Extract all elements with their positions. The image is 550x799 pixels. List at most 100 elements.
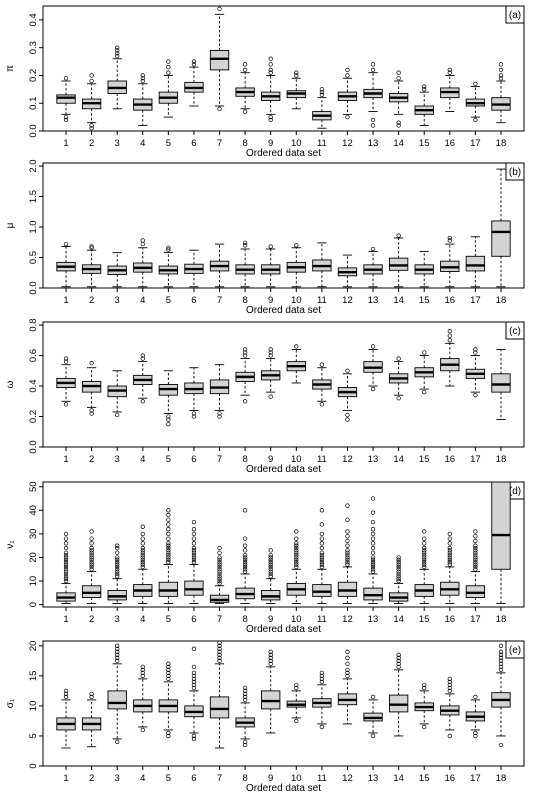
outlier-point <box>191 646 197 651</box>
outlier-point <box>140 531 145 537</box>
outlier-point <box>242 555 248 560</box>
outlier-point <box>370 386 376 392</box>
outlier-point <box>345 661 350 666</box>
outlier-point <box>498 652 504 657</box>
box-16 <box>440 67 460 113</box>
outlier-point <box>242 109 248 114</box>
y-axis-label: π <box>5 65 16 72</box>
x-tick-label: 12 <box>342 295 353 306</box>
y-tick-label: 2.0 <box>28 159 39 172</box>
x-tick-label: 3 <box>115 614 120 625</box>
outlier-point <box>396 76 401 81</box>
outlier-point <box>217 578 222 584</box>
outlier-point <box>319 564 325 570</box>
x-tick-label: 6 <box>191 614 196 625</box>
outlier-point <box>473 534 478 539</box>
box-9 <box>261 548 281 604</box>
y-tick-label: 0.0 <box>28 281 39 294</box>
x-tick-label: 10 <box>291 454 302 465</box>
outlier-point <box>140 399 145 404</box>
x-tick-label: 2 <box>89 454 94 465</box>
outlier-point <box>115 658 120 663</box>
outlier-point <box>191 679 197 685</box>
box-4 <box>133 664 153 733</box>
outlier-point <box>447 536 452 541</box>
y-tick-label: 20 <box>28 641 39 652</box>
outlier-point <box>115 652 120 657</box>
outlier-point <box>191 548 197 553</box>
outlier-point <box>166 417 171 422</box>
box-11 <box>312 508 332 604</box>
outlier-point <box>217 414 222 419</box>
outlier-point <box>294 562 299 567</box>
outlier-point <box>89 536 94 541</box>
outlier-point <box>396 564 401 570</box>
outlier-point <box>396 356 401 361</box>
x-tick-label: 14 <box>393 295 404 306</box>
outlier-point <box>63 562 69 567</box>
boxes <box>56 168 511 288</box>
box-2 <box>81 244 102 288</box>
outlier-point <box>345 550 350 555</box>
box-13 <box>363 62 383 128</box>
outlier-point <box>396 658 401 663</box>
outlier-point <box>166 421 171 427</box>
box-5 <box>158 59 179 118</box>
box-7 <box>209 6 230 111</box>
x-tick-label: 18 <box>496 138 507 149</box>
outlier-point <box>166 664 171 669</box>
outlier-point <box>370 694 376 700</box>
boxes <box>56 482 511 604</box>
box-10 <box>286 344 306 384</box>
outlier-point <box>166 676 171 682</box>
x-tick-label: 5 <box>166 295 171 306</box>
outlier-point <box>345 548 350 553</box>
x-tick-label: 3 <box>115 138 120 149</box>
plot-frame <box>42 162 525 289</box>
outlier-point <box>166 64 171 70</box>
outlier-point <box>294 344 299 349</box>
outlier-point <box>294 543 299 548</box>
outlier-point <box>242 688 248 694</box>
outlier-point <box>140 562 145 567</box>
y-tick-label: 0.8 <box>28 318 39 331</box>
outlier-point <box>140 727 145 733</box>
outlier-point <box>422 560 427 565</box>
outlier-point <box>63 117 69 123</box>
outlier-point <box>242 508 248 513</box>
y-tick-label: 0.4 <box>28 379 39 392</box>
outlier-point <box>447 338 452 343</box>
box-2 <box>81 529 102 604</box>
outlier-point <box>242 739 248 745</box>
outlier-point <box>396 562 401 567</box>
boxes <box>56 328 511 427</box>
box-17 <box>465 81 486 123</box>
outlier-point <box>63 560 69 565</box>
outlier-point <box>115 564 120 570</box>
outlier-point <box>242 350 248 355</box>
boxes <box>56 641 511 749</box>
outlier-point <box>345 368 350 373</box>
outlier-point <box>140 564 145 570</box>
outlier-point <box>370 536 376 541</box>
outlier-point <box>217 652 222 657</box>
x-tick-label: 10 <box>291 773 302 784</box>
outlier-point <box>191 733 197 739</box>
outlier-point <box>89 562 94 567</box>
outlier-point <box>191 664 197 669</box>
x-tick-label: 11 <box>317 295 327 306</box>
box-12 <box>337 67 358 120</box>
x-tick-label: 12 <box>342 454 353 465</box>
box-12 <box>337 649 358 725</box>
box-body <box>209 49 230 71</box>
outlier-point <box>447 235 452 241</box>
outlier-point <box>140 557 145 562</box>
y-tick-label: 20 <box>28 552 39 563</box>
outlier-point <box>115 571 120 577</box>
outlier-point <box>345 73 350 78</box>
x-tick-label: 13 <box>368 138 379 149</box>
outlier-point <box>370 496 376 501</box>
y-tick-label: 15 <box>28 671 39 682</box>
outlier-point <box>447 531 452 537</box>
